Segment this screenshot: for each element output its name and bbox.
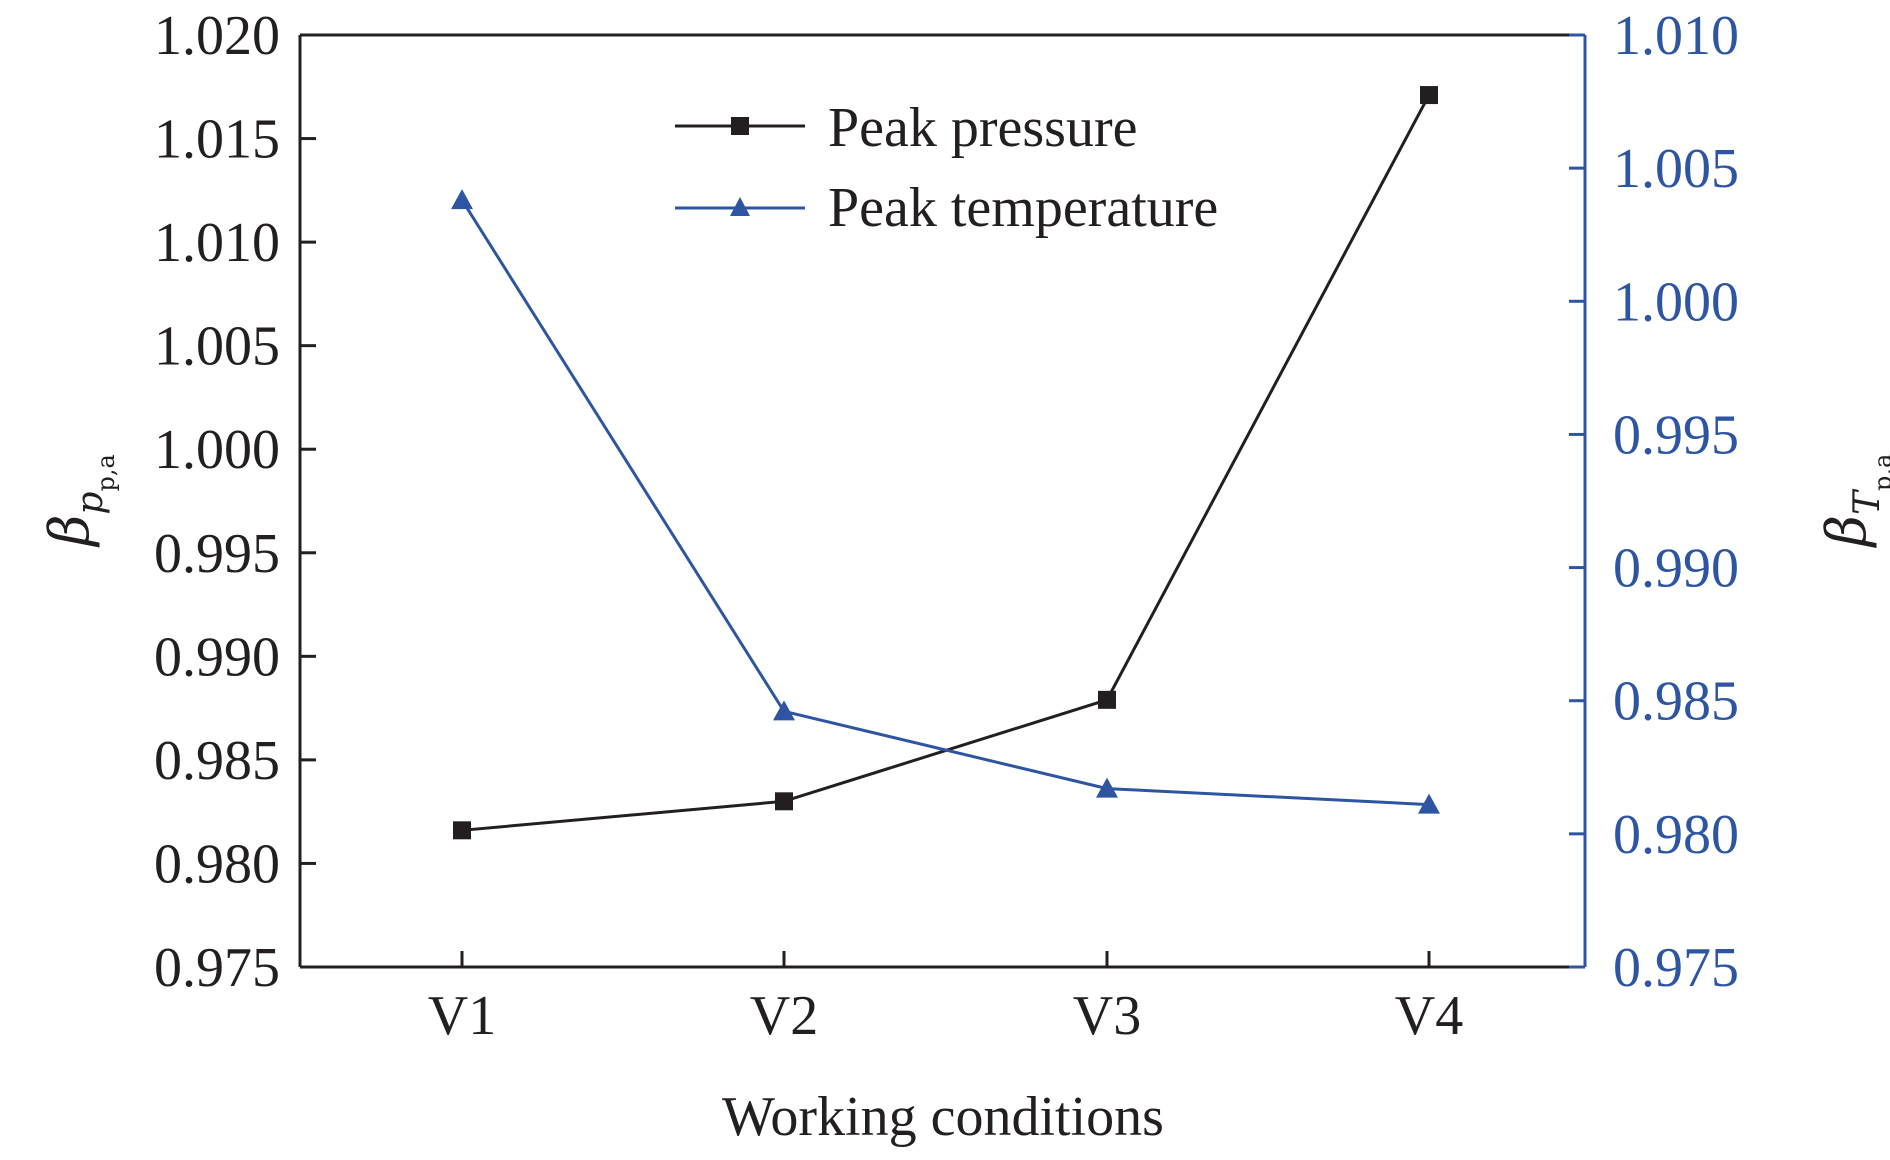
x-tick-label: V1	[428, 985, 496, 1047]
left-axis-title-subsub: p,a	[92, 454, 120, 491]
right-axis-title-sub: T	[1847, 488, 1888, 515]
x-tick-label: V3	[1073, 985, 1141, 1047]
series-peak-temperature	[451, 189, 1440, 814]
right-tick-label: 1.000	[1613, 271, 1739, 333]
left-axis-title-sub: p	[70, 492, 111, 515]
data-point-peak-pressure-v4	[1420, 86, 1438, 105]
svg-text:βpp,a: βpp,a	[38, 454, 120, 548]
left-tick-label: 0.980	[154, 833, 280, 895]
right-tick-label: 0.990	[1613, 538, 1739, 600]
data-point-peak-pressure-v2	[775, 792, 793, 811]
left-tick-label: 0.985	[154, 730, 280, 792]
data-point-peak-temperature-v4	[1418, 793, 1440, 814]
left-tick-label: 0.995	[154, 523, 280, 585]
x-axis-ticks: V1 V2 V3 V4	[428, 951, 1463, 1047]
data-point-peak-pressure-v1	[453, 821, 471, 840]
left-axis-ticks: 0.975 0.980 0.985 0.990 0.995 1.000 1.005 1.010…	[154, 5, 316, 999]
right-tick-label: 1.005	[1613, 138, 1739, 200]
right-axis-ticks: 0.975 0.980 0.985 0.990 0.995 1.000 1.005 1.010	[1569, 5, 1739, 999]
legend-marker-triangle	[730, 197, 750, 216]
left-tick-label: 1.000	[154, 419, 280, 481]
data-point-peak-pressure-v3	[1098, 690, 1116, 709]
right-tick-label: 0.980	[1613, 804, 1739, 866]
legend-item-peak-temperature: Peak temperature	[675, 177, 1218, 239]
data-point-peak-temperature-v1	[451, 189, 473, 210]
right-axis-title-subsub: p,a	[1869, 454, 1890, 491]
legend-item-peak-pressure: Peak pressure	[675, 97, 1137, 159]
legend-label-peak-pressure: Peak pressure	[828, 97, 1137, 159]
x-axis-title: Working conditions	[722, 1086, 1164, 1148]
series-layer	[451, 86, 1440, 840]
left-tick-label: 0.990	[154, 626, 280, 688]
data-point-peak-temperature-v3	[1096, 777, 1118, 798]
legend-label-peak-temperature: Peak temperature	[828, 177, 1218, 239]
left-tick-label: 1.020	[154, 5, 280, 67]
left-tick-label: 1.015	[154, 109, 280, 171]
svg-text:βTp,a: βTp,a	[1815, 454, 1890, 549]
left-axis-title: βpp,a	[38, 454, 120, 548]
x-tick-label: V4	[1395, 985, 1463, 1047]
right-axis-title-base: β	[1815, 515, 1878, 548]
right-axis-title: βTp,a	[1815, 454, 1890, 549]
right-tick-label: 0.975	[1613, 937, 1739, 999]
right-tick-label: 0.995	[1613, 404, 1739, 466]
left-tick-label: 1.005	[154, 316, 280, 378]
plot-frame	[298, 33, 1587, 969]
data-point-peak-temperature-v2	[773, 700, 795, 721]
legend: Peak pressure Peak temperature	[675, 97, 1218, 239]
right-tick-label: 0.985	[1613, 671, 1739, 733]
left-tick-label: 0.975	[154, 937, 280, 999]
right-tick-label: 1.010	[1613, 5, 1739, 67]
left-tick-label: 1.010	[154, 212, 280, 274]
left-axis-title-base: β	[38, 515, 101, 548]
x-tick-label: V2	[750, 985, 818, 1047]
legend-marker-square	[731, 117, 749, 135]
series-line-peak-temperature	[460, 199, 1430, 807]
